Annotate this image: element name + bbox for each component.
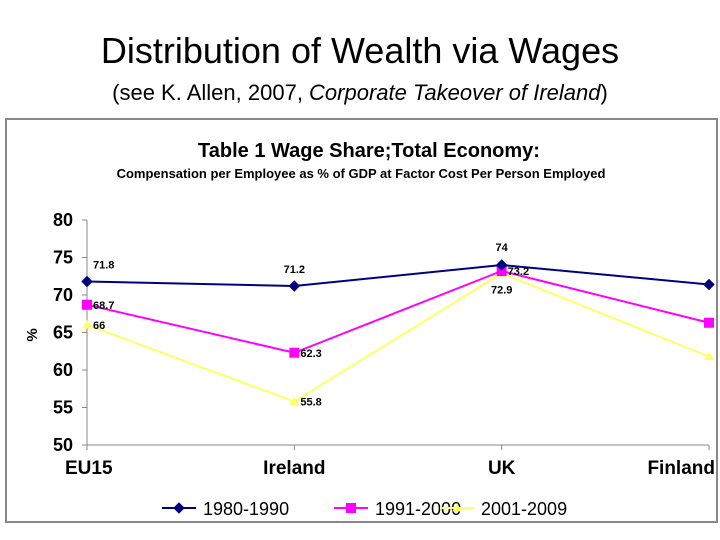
y-tick-label: 55: [53, 398, 73, 418]
data-label: 71.2: [284, 264, 305, 276]
data-point-marker: [704, 317, 714, 328]
subtitle-prefix: (see K. Allen, 2007,: [112, 80, 310, 105]
data-point-marker: [82, 319, 92, 329]
legend-label: 2001-2009: [481, 499, 567, 519]
data-point-marker: [81, 275, 93, 288]
subtitle-suffix: ): [600, 80, 608, 105]
data-point-marker: [288, 280, 301, 292]
data-point-marker: [289, 347, 300, 358]
y-axis-label: %: [24, 328, 41, 341]
chart-frame: Table 1 Wage Share;Total Economy: Compen…: [5, 118, 718, 523]
data-label: 72.9: [491, 284, 512, 296]
data-point-marker: [704, 351, 714, 360]
y-tick-label: 65: [53, 323, 73, 343]
slide-title: Distribution of Wealth via Wages: [100, 30, 620, 71]
legend-label: 1980-1990: [203, 499, 289, 519]
data-point-marker: [289, 396, 300, 405]
data-point-marker: [82, 299, 92, 310]
legend-label: 1991-2000: [375, 499, 461, 519]
slide-subtitle: (see K. Allen, 2007, Corporate Takeover …: [0, 80, 720, 106]
x-tick-label: UK: [488, 458, 516, 479]
data-label: 74: [496, 242, 509, 254]
chart-subtitle: Compensation per Employee as % of GDP at…: [117, 166, 606, 181]
series-line-1991-2000: [86, 269, 710, 354]
x-tick-label: Finland: [647, 458, 715, 479]
data-label: 62.3: [300, 348, 321, 360]
chart-title: Table 1 Wage Share;Total Economy:: [198, 140, 540, 162]
data-label: 68.7: [93, 300, 114, 312]
x-tick-label: EU15: [65, 458, 113, 479]
subtitle-book-title: Corporate Takeover of Ireland: [309, 80, 601, 105]
legend-marker: [173, 502, 185, 514]
y-tick-label: 60: [53, 360, 73, 380]
data-label: 73.2: [508, 266, 529, 278]
data-point-marker: [496, 266, 507, 276]
y-tick-label: 80: [53, 210, 73, 230]
data-point-marker: [495, 259, 508, 271]
data-point-marker: [703, 278, 715, 291]
data-label: 66: [93, 320, 105, 332]
series-line-2001-2009: [86, 272, 710, 403]
data-label: 71.8: [93, 260, 114, 272]
y-tick-label: 75: [53, 248, 73, 268]
legend-marker: [346, 503, 356, 513]
x-tick-label: Ireland: [263, 458, 325, 479]
y-tick-label: 50: [53, 435, 73, 455]
y-tick-label: 70: [53, 285, 73, 305]
legend-marker: [452, 502, 462, 512]
series-line-1980-1990: [86, 263, 710, 288]
wage-share-chart: Table 1 Wage Share;Total Economy: Compen…: [24, 140, 715, 519]
data-label: 55.8: [300, 397, 321, 409]
